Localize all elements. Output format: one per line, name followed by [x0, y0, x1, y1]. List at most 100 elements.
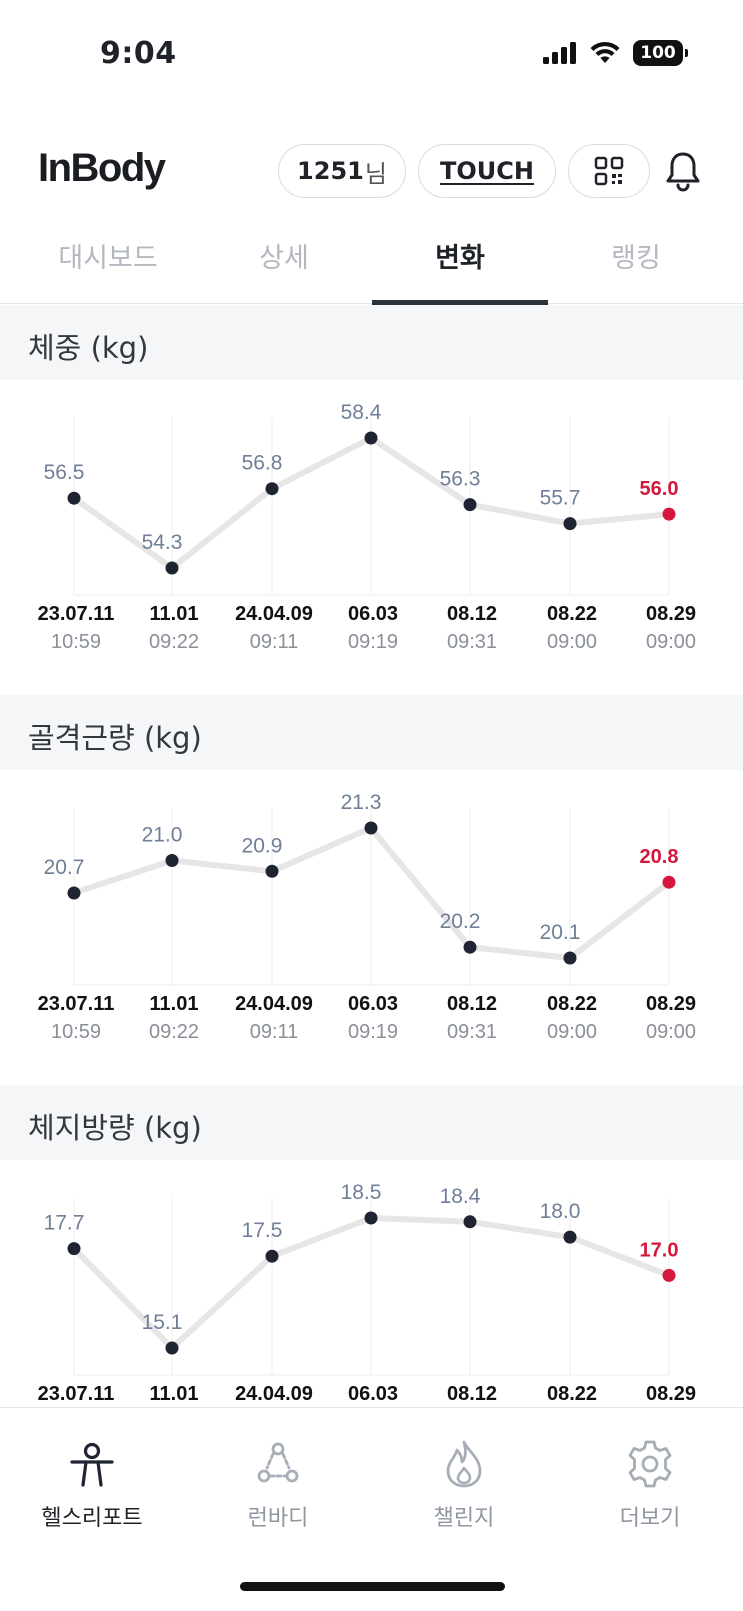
x-time-label: 09:19 [348, 1021, 398, 1043]
nav-more[interactable]: 더보기 [580, 1438, 720, 1532]
x-date-label: 08.12 [447, 603, 497, 625]
x-time-label: 09:22 [149, 1021, 199, 1043]
tab-detail[interactable]: 상세 [259, 243, 309, 274]
data-point [265, 864, 279, 878]
data-point [563, 951, 577, 965]
touch-button[interactable]: TOUCH [418, 144, 556, 198]
data-point [67, 491, 81, 505]
section-header-skeletal-muscle: 골격근량 (kg) [0, 695, 743, 770]
notification-button[interactable] [664, 150, 702, 196]
value-label: 54.3 [142, 531, 183, 554]
nav-health-report[interactable]: 헬스리포트 [22, 1438, 162, 1532]
x-date-label: 06.03 [348, 1383, 398, 1405]
section-title: 골격근량 (kg) [28, 721, 202, 755]
data-point [67, 1242, 81, 1256]
latest-data-point [662, 1268, 676, 1282]
qr-button[interactable] [568, 144, 650, 198]
touch-label: TOUCH [440, 157, 534, 185]
value-label: 17.7 [44, 1212, 85, 1235]
user-suffix: 님 [364, 159, 387, 188]
value-label: 20.9 [242, 834, 283, 857]
data-point [165, 854, 179, 867]
value-label: 21.0 [142, 824, 183, 847]
latest-value-label: 17.0 [640, 1239, 679, 1261]
data-point [463, 498, 477, 512]
value-label: 56.5 [44, 461, 85, 484]
value-label: 58.4 [341, 401, 382, 424]
x-time-label: 09:22 [149, 631, 199, 653]
tab-change[interactable]: 변화 [372, 228, 548, 305]
battery-indicator: 100 [633, 40, 688, 66]
nav-label: 더보기 [619, 1506, 681, 1531]
gear-icon [628, 1440, 672, 1488]
bell-icon [666, 152, 700, 192]
x-time-label: 09:00 [646, 1021, 696, 1043]
x-date-label: 08.29 [646, 993, 696, 1015]
section-title: 체중 (kg) [28, 331, 149, 365]
value-label: 55.7 [540, 487, 581, 510]
latest-value-label: 56.0 [640, 478, 679, 500]
user-id: 1251 [297, 157, 364, 185]
chart-skeletal-muscle: 20.7 21.0 20.9 21.3 20.2 20.1 20.8 23.07.11 11.0… [0, 770, 743, 1068]
x-time-label: 09:11 [250, 631, 299, 653]
data-point [463, 1215, 477, 1229]
chart-weight: 56.5 54.3 56.8 58.4 56.3 55.7 56.0 23.07.11 11.0… [0, 380, 743, 678]
x-time-label: 10:59 [51, 631, 101, 653]
x-time-label: 09:11 [250, 1021, 299, 1043]
value-label: 17.5 [242, 1219, 283, 1242]
x-date-label: 08.22 [547, 1383, 597, 1405]
nav-label: 챌린지 [433, 1506, 495, 1531]
x-time-label: 09:31 [447, 1021, 497, 1043]
battery-level: 100 [640, 43, 676, 63]
inbody-logo: InBody [38, 146, 166, 190]
x-time-label: 09:00 [547, 1021, 597, 1043]
data-point [67, 886, 81, 900]
x-time-label: 10:59 [51, 1021, 101, 1043]
nav-challenge[interactable]: 챌린지 [394, 1438, 534, 1532]
x-date-label: 11.01 [150, 993, 199, 1015]
value-label: 18.0 [540, 1200, 581, 1223]
chart-svg: 56.5 54.3 56.8 58.4 56.3 55.7 56.0 23.07.11 11.0… [38, 401, 696, 653]
bottom-navigation: 헬스리포트 런바디 챌린지 더보기 [0, 1407, 743, 1611]
x-date-label: 24.04.09 [235, 993, 313, 1015]
flame-icon [446, 1440, 482, 1488]
user-id-button[interactable]: 1251 님 [278, 144, 406, 198]
x-time-label: 09:00 [646, 631, 696, 653]
x-date-label: 24.04.09 [235, 1383, 313, 1405]
app-header: InBody 1251 님 TOUCH [0, 140, 743, 204]
tab-dashboard[interactable]: 대시보드 [58, 243, 158, 274]
value-label: 20.1 [540, 921, 581, 944]
x-date-label: 23.07.11 [38, 603, 115, 625]
x-date-label: 06.03 [348, 993, 398, 1015]
x-date-label: 11.01 [150, 603, 199, 625]
x-date-label: 08.29 [646, 1383, 696, 1405]
status-icons: 100 [543, 40, 688, 66]
chart-svg: 20.7 21.0 20.9 21.3 20.2 20.1 20.8 23.07.11 11.0… [38, 791, 696, 1043]
person-icon [70, 1442, 114, 1487]
wifi-icon [590, 41, 620, 63]
status-time: 9:04 [100, 36, 177, 71]
data-point [364, 1211, 378, 1225]
data-point [265, 482, 279, 496]
chart-body-fat: 17.7 15.1 17.5 18.5 18.4 18.0 17.0 23.07.11 11.0… [0, 1160, 743, 1407]
section-title: 체지방량 (kg) [28, 1111, 202, 1145]
data-point [364, 821, 378, 835]
x-date-label: 08.22 [547, 993, 597, 1015]
qr-icon [594, 156, 624, 186]
x-date-label: 06.03 [348, 603, 398, 625]
data-point [563, 1230, 577, 1244]
nav-runbody[interactable]: 런바디 [208, 1438, 348, 1532]
x-time-label: 09:00 [547, 631, 597, 653]
chart-svg: 17.7 15.1 17.5 18.5 18.4 18.0 17.0 23.07.11 11.0… [38, 1181, 696, 1405]
home-indicator [240, 1582, 505, 1591]
x-date-label: 08.12 [447, 1383, 497, 1405]
value-label: 20.2 [440, 910, 481, 933]
value-label: 15.1 [142, 1311, 183, 1334]
tab-ranking[interactable]: 랭킹 [611, 243, 661, 274]
x-date-label: 23.07.11 [38, 1383, 115, 1405]
latest-data-point [662, 507, 676, 521]
x-date-label: 23.07.11 [38, 993, 115, 1015]
data-point [165, 561, 179, 575]
value-label: 56.8 [242, 452, 283, 475]
x-date-label: 08.29 [646, 603, 696, 625]
